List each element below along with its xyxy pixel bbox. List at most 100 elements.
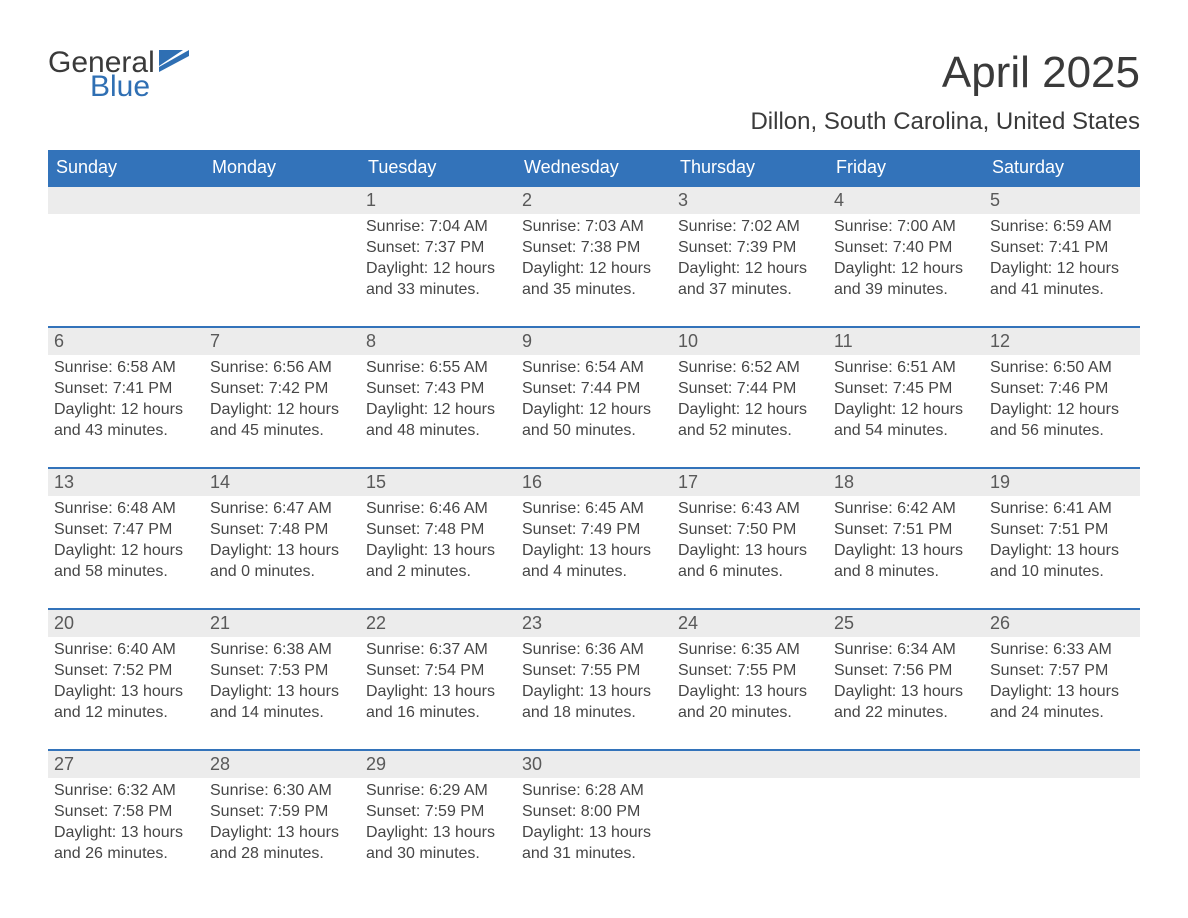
day-number: 15 [360, 469, 516, 496]
day-number: 20 [48, 610, 204, 637]
daylight-text: Daylight: 12 hours and 58 minutes. [54, 540, 198, 582]
day-cell: Sunrise: 7:00 AMSunset: 7:40 PMDaylight:… [828, 214, 984, 326]
day-content-row: Sunrise: 6:48 AMSunset: 7:47 PMDaylight:… [48, 496, 1140, 608]
sunrise-text: Sunrise: 6:55 AM [366, 357, 510, 378]
sunrise-text: Sunrise: 7:04 AM [366, 216, 510, 237]
daylight-text: Daylight: 13 hours and 18 minutes. [522, 681, 666, 723]
day-cell: Sunrise: 7:03 AMSunset: 7:38 PMDaylight:… [516, 214, 672, 326]
day-number: 4 [828, 187, 984, 214]
day-number: 10 [672, 328, 828, 355]
day-cell: Sunrise: 6:45 AMSunset: 7:49 PMDaylight:… [516, 496, 672, 608]
header: General Blue April 2025 Dillon, South Ca… [48, 48, 1140, 136]
sunset-text: Sunset: 7:54 PM [366, 660, 510, 681]
day-number: 22 [360, 610, 516, 637]
sunrise-text: Sunrise: 6:47 AM [210, 498, 354, 519]
sunrise-text: Sunrise: 6:29 AM [366, 780, 510, 801]
sunrise-text: Sunrise: 7:00 AM [834, 216, 978, 237]
sunrise-text: Sunrise: 6:54 AM [522, 357, 666, 378]
day-cell [828, 778, 984, 890]
day-number [984, 751, 1140, 778]
sunrise-text: Sunrise: 6:51 AM [834, 357, 978, 378]
sunrise-text: Sunrise: 6:34 AM [834, 639, 978, 660]
weekday-header-cell: Wednesday [516, 150, 672, 185]
weekday-header-cell: Saturday [984, 150, 1140, 185]
day-number: 18 [828, 469, 984, 496]
day-number: 7 [204, 328, 360, 355]
day-number: 28 [204, 751, 360, 778]
day-content-row: Sunrise: 6:32 AMSunset: 7:58 PMDaylight:… [48, 778, 1140, 890]
daylight-text: Daylight: 13 hours and 0 minutes. [210, 540, 354, 582]
day-cell: Sunrise: 6:34 AMSunset: 7:56 PMDaylight:… [828, 637, 984, 749]
day-cell: Sunrise: 6:42 AMSunset: 7:51 PMDaylight:… [828, 496, 984, 608]
daylight-text: Daylight: 12 hours and 37 minutes. [678, 258, 822, 300]
location-text: Dillon, South Carolina, United States [750, 108, 1140, 136]
day-cell: Sunrise: 6:36 AMSunset: 7:55 PMDaylight:… [516, 637, 672, 749]
day-number: 12 [984, 328, 1140, 355]
sunrise-text: Sunrise: 6:35 AM [678, 639, 822, 660]
daylight-text: Daylight: 13 hours and 28 minutes. [210, 822, 354, 864]
day-number: 16 [516, 469, 672, 496]
sunrise-text: Sunrise: 6:30 AM [210, 780, 354, 801]
daylight-text: Daylight: 13 hours and 22 minutes. [834, 681, 978, 723]
sunrise-text: Sunrise: 6:40 AM [54, 639, 198, 660]
daylight-text: Daylight: 12 hours and 48 minutes. [366, 399, 510, 441]
sunset-text: Sunset: 7:57 PM [990, 660, 1134, 681]
day-cell: Sunrise: 6:47 AMSunset: 7:48 PMDaylight:… [204, 496, 360, 608]
day-number [48, 187, 204, 214]
sunrise-text: Sunrise: 6:58 AM [54, 357, 198, 378]
daylight-text: Daylight: 12 hours and 52 minutes. [678, 399, 822, 441]
day-number: 14 [204, 469, 360, 496]
sunrise-text: Sunrise: 6:28 AM [522, 780, 666, 801]
day-number [672, 751, 828, 778]
day-number: 30 [516, 751, 672, 778]
day-cell [204, 214, 360, 326]
logo-text-blue: Blue [90, 72, 189, 102]
week-row: 20212223242526Sunrise: 6:40 AMSunset: 7:… [48, 608, 1140, 749]
sunrise-text: Sunrise: 6:37 AM [366, 639, 510, 660]
daylight-text: Daylight: 13 hours and 31 minutes. [522, 822, 666, 864]
day-cell: Sunrise: 6:52 AMSunset: 7:44 PMDaylight:… [672, 355, 828, 467]
sunrise-text: Sunrise: 6:33 AM [990, 639, 1134, 660]
daylight-text: Daylight: 12 hours and 56 minutes. [990, 399, 1134, 441]
day-number-row: 20212223242526 [48, 610, 1140, 637]
weeks-container: 12345Sunrise: 7:04 AMSunset: 7:37 PMDayl… [48, 185, 1140, 890]
weekday-header-cell: Friday [828, 150, 984, 185]
sunrise-text: Sunrise: 6:48 AM [54, 498, 198, 519]
sunrise-text: Sunrise: 6:32 AM [54, 780, 198, 801]
sunrise-text: Sunrise: 6:59 AM [990, 216, 1134, 237]
sunset-text: Sunset: 7:45 PM [834, 378, 978, 399]
daylight-text: Daylight: 12 hours and 43 minutes. [54, 399, 198, 441]
daylight-text: Daylight: 13 hours and 8 minutes. [834, 540, 978, 582]
sunrise-text: Sunrise: 6:50 AM [990, 357, 1134, 378]
sunset-text: Sunset: 7:37 PM [366, 237, 510, 258]
daylight-text: Daylight: 13 hours and 14 minutes. [210, 681, 354, 723]
day-content-row: Sunrise: 7:04 AMSunset: 7:37 PM Daylight:… [48, 214, 1140, 326]
day-cell: Sunrise: 6:41 AMSunset: 7:51 PMDaylight:… [984, 496, 1140, 608]
day-number: 3 [672, 187, 828, 214]
day-cell: Sunrise: 6:51 AMSunset: 7:45 PMDaylight:… [828, 355, 984, 467]
day-cell: Sunrise: 6:43 AMSunset: 7:50 PMDaylight:… [672, 496, 828, 608]
day-number: 8 [360, 328, 516, 355]
sunset-text: Sunset: 7:48 PM [210, 519, 354, 540]
sunrise-text: Sunrise: 6:41 AM [990, 498, 1134, 519]
day-number: 25 [828, 610, 984, 637]
day-number: 19 [984, 469, 1140, 496]
sunset-text: Sunset: 8:00 PM [522, 801, 666, 822]
weekday-header-cell: Thursday [672, 150, 828, 185]
sunset-text: Sunset: 7:56 PM [834, 660, 978, 681]
day-number: 21 [204, 610, 360, 637]
day-number: 17 [672, 469, 828, 496]
sunrise-text: Sunrise: 6:36 AM [522, 639, 666, 660]
day-number-row: 27282930 [48, 751, 1140, 778]
sunset-text: Sunset: 7:44 PM [522, 378, 666, 399]
day-content-row: Sunrise: 6:40 AMSunset: 7:52 PMDaylight:… [48, 637, 1140, 749]
day-number [204, 187, 360, 214]
weekday-header-row: SundayMondayTuesdayWednesdayThursdayFrid… [48, 150, 1140, 185]
sunrise-text: Sunrise: 6:52 AM [678, 357, 822, 378]
sunrise-text: Sunrise: 6:56 AM [210, 357, 354, 378]
sunrise-text: Sunrise: 6:45 AM [522, 498, 666, 519]
sunset-text: Sunset: 7:55 PM [678, 660, 822, 681]
daylight-text: Daylight: 12 hours and 54 minutes. [834, 399, 978, 441]
day-number-row: 6789101112 [48, 328, 1140, 355]
day-number: 13 [48, 469, 204, 496]
